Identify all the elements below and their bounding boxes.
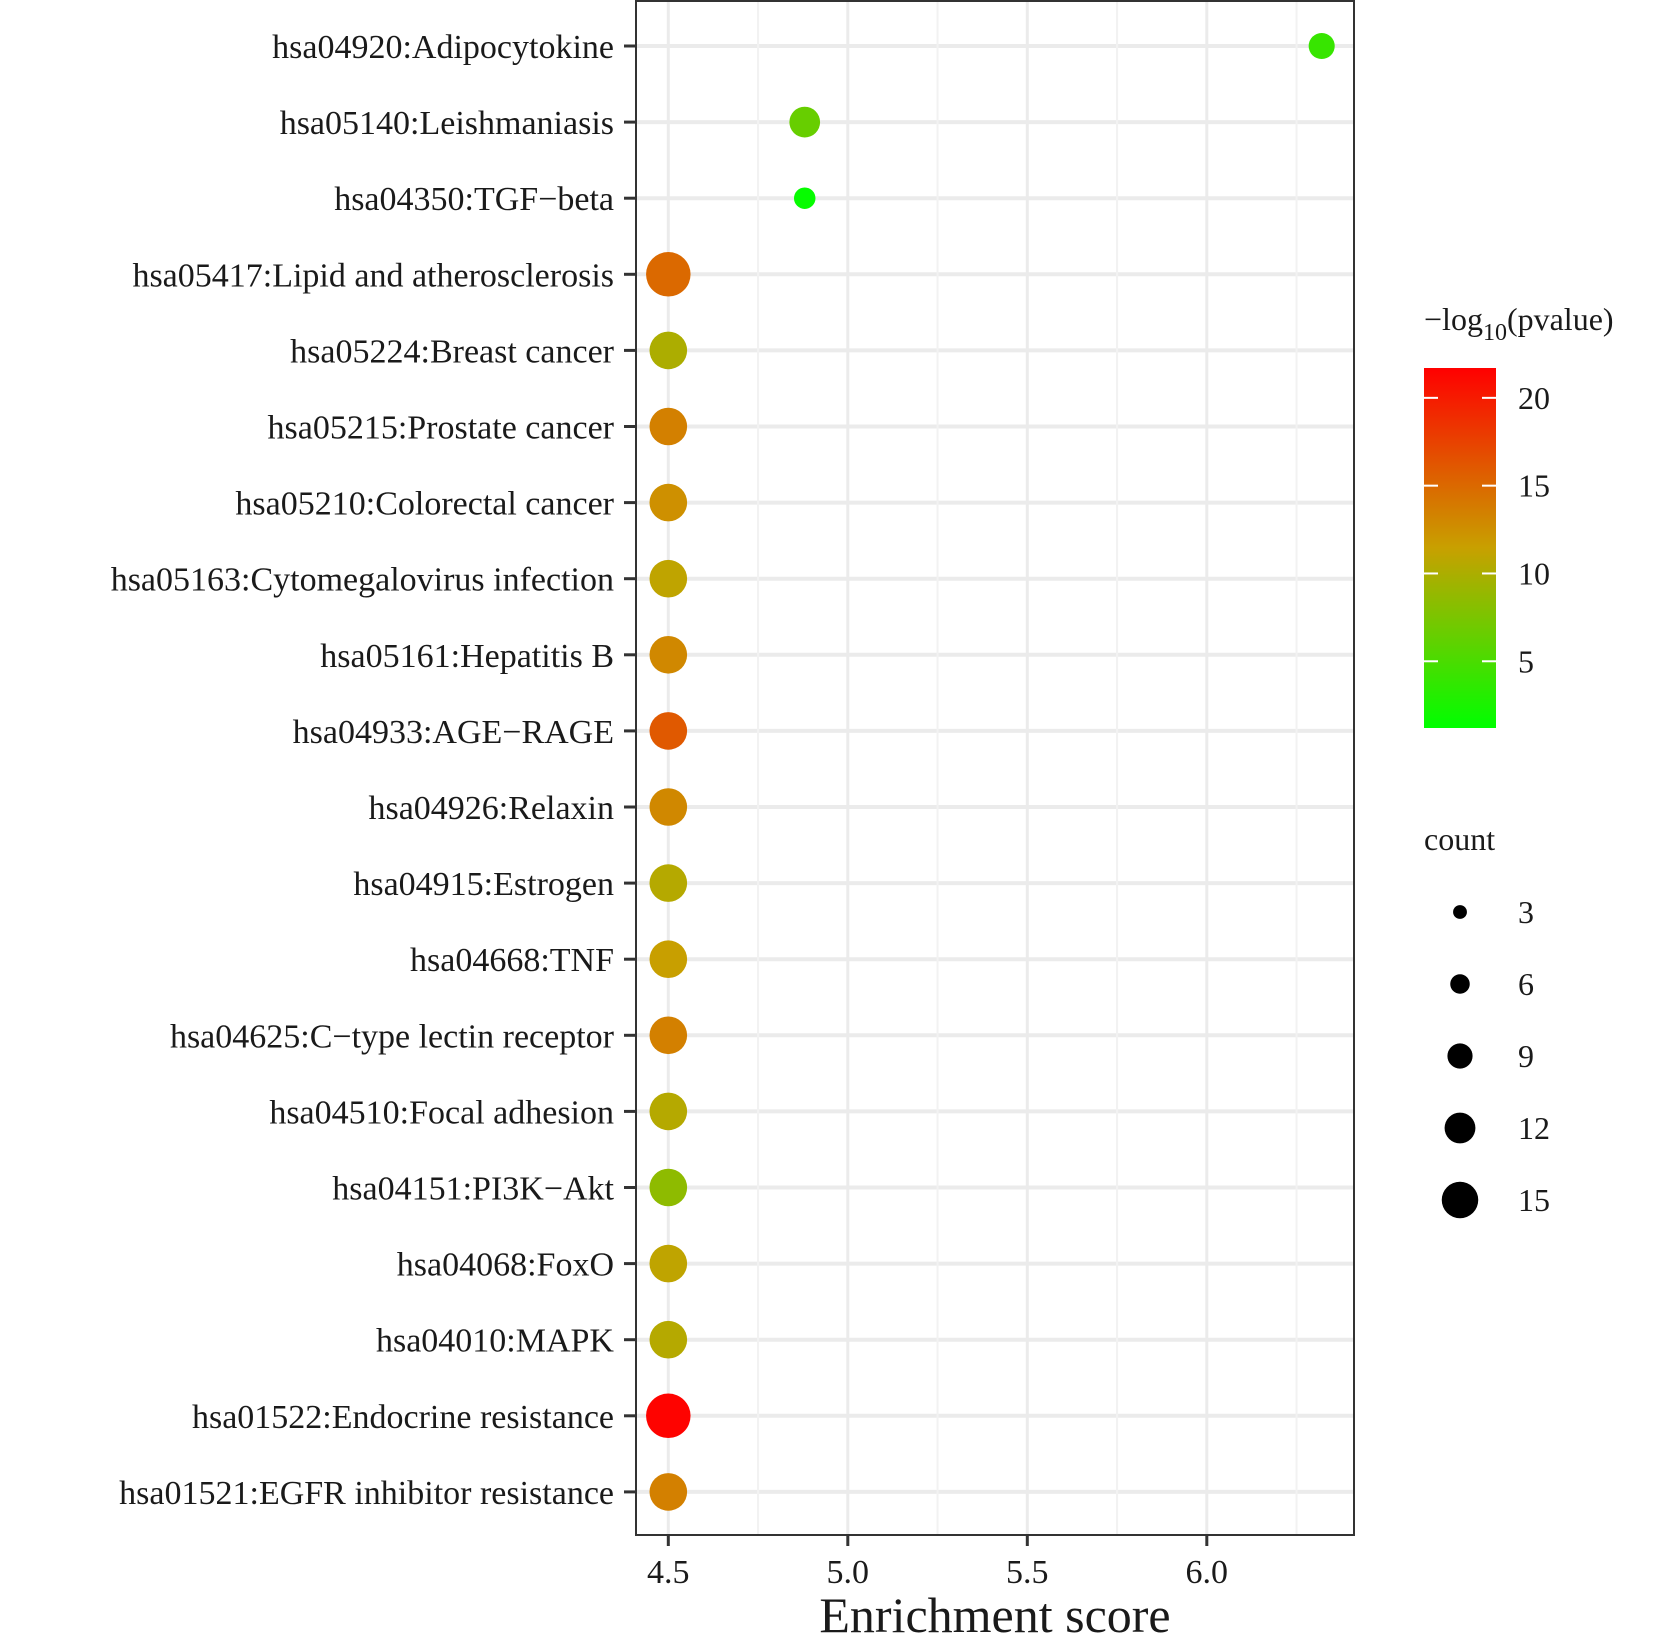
size-legend: count 3 6 9 12 15 <box>1424 821 1550 1219</box>
plot-panel-border <box>635 0 1355 1536</box>
data-point <box>1308 32 1335 60</box>
data-point <box>649 1168 688 1207</box>
data-point <box>649 712 688 750</box>
x-axis-title: Enrichment score <box>819 1587 1170 1643</box>
data-point <box>789 106 821 138</box>
color-legend-title-subscript: 10 <box>1483 320 1507 346</box>
data-point <box>649 940 688 978</box>
y-tick-label: hsa05210:Colorectal cancer <box>235 486 614 523</box>
size-legend-label: 15 <box>1518 1182 1550 1218</box>
y-tick-label: hsa04510:Focal adhesion <box>269 1094 614 1131</box>
y-tick-label: hsa04920:Adipocytokine <box>272 29 614 66</box>
y-tick-label: hsa05140:Leishmaniasis <box>280 105 614 142</box>
color-tick-label: 15 <box>1518 468 1550 504</box>
y-tick-label: hsa04926:Relaxin <box>368 790 614 827</box>
y-tick-label: hsa04068:FoxO <box>397 1247 614 1284</box>
data-point <box>649 331 688 370</box>
color-bar-ticks: 20 15 10 5 <box>1424 380 1550 679</box>
data-point <box>649 636 688 674</box>
y-tick-label: hsa04668:TNF <box>410 942 614 979</box>
x-tick-label: 6.0 <box>1186 1554 1229 1591</box>
y-tick-label: hsa05224:Breast cancer <box>290 333 614 370</box>
y-tick-label: hsa05215:Prostate cancer <box>268 410 615 447</box>
size-legend-items: 3 6 9 12 15 <box>1441 894 1550 1219</box>
data-point <box>649 1244 688 1283</box>
size-legend-dot <box>1441 1181 1479 1219</box>
y-axis: hsa04920:Adipocytokine hsa05140:Leishmani… <box>111 29 636 1512</box>
x-tick-label: 4.5 <box>647 1554 690 1591</box>
size-legend-dot <box>1453 905 1467 919</box>
y-tick-label: hsa01521:EGFR inhibitor resistance <box>119 1475 614 1512</box>
color-tick-label: 10 <box>1518 555 1550 591</box>
data-point <box>649 1092 688 1131</box>
data-point <box>649 1473 688 1511</box>
data-point <box>649 407 688 446</box>
grid-lines <box>636 0 1354 1535</box>
y-tick-label: hsa05417:Lipid and atherosclerosis <box>132 257 614 294</box>
size-legend-label: 9 <box>1518 1038 1534 1074</box>
y-tick-label: hsa04151:PI3K−Akt <box>332 1171 614 1208</box>
color-tick-label: 5 <box>1518 643 1534 679</box>
size-legend-dot <box>1444 1112 1476 1144</box>
size-legend-title: count <box>1424 821 1495 857</box>
color-tick-label: 20 <box>1518 380 1550 416</box>
y-tick-label: hsa04625:C−type lectin receptor <box>170 1018 615 1055</box>
data-point <box>649 559 688 598</box>
data-point <box>649 483 688 522</box>
size-legend-label: 6 <box>1518 966 1534 1002</box>
y-tick-label: hsa01522:Endocrine resistance <box>192 1399 614 1436</box>
y-tick-label: hsa04350:TGF−beta <box>334 181 614 218</box>
y-tick-label: hsa04933:AGE−RAGE <box>293 714 614 751</box>
y-tick-label: hsa04010:MAPK <box>376 1323 614 1360</box>
color-bar <box>1424 368 1496 728</box>
size-legend-label: 3 <box>1518 894 1534 930</box>
y-tick-label: hsa05163:Cytomegalovirus infection <box>111 562 614 599</box>
color-legend-title-suffix: (pvalue) <box>1507 301 1614 337</box>
y-tick-label: hsa04915:Estrogen <box>353 866 614 903</box>
y-tick-label: hsa05161:Hepatitis B <box>320 638 614 675</box>
data-points <box>646 32 1335 1511</box>
size-legend-dot <box>1450 974 1470 994</box>
data-point <box>649 1320 688 1359</box>
data-point <box>649 1016 688 1055</box>
size-legend-dot <box>1447 1043 1473 1069</box>
x-tick-label: 5.0 <box>827 1554 870 1591</box>
color-legend-title-prefix: −log <box>1424 301 1483 337</box>
x-axis: 4.5 5.0 5.5 6.0 <box>647 1535 1228 1591</box>
data-point <box>649 864 688 902</box>
data-point <box>646 1393 691 1439</box>
x-tick-label: 5.5 <box>1006 1554 1049 1591</box>
data-point <box>646 252 691 297</box>
color-legend-title: −log10(pvalue) <box>1424 301 1614 346</box>
size-legend-label: 12 <box>1518 1110 1550 1146</box>
data-point <box>793 187 816 209</box>
data-point <box>649 788 688 826</box>
